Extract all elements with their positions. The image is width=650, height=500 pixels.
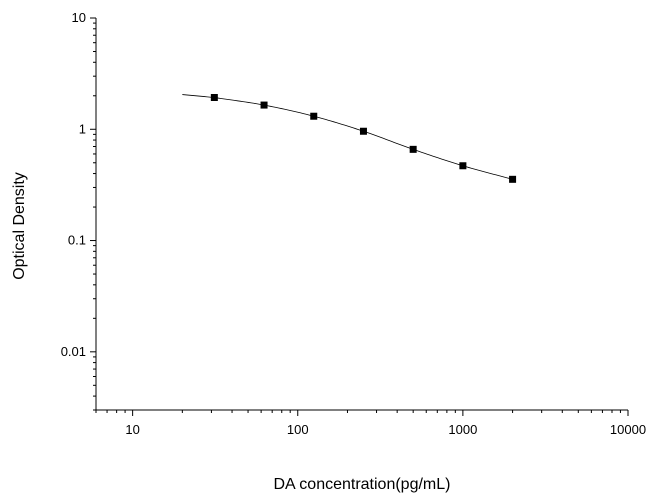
y-tick-label: 0.1 (68, 233, 86, 248)
x-tick-label: 10 (125, 422, 139, 437)
fit-curve (182, 94, 513, 180)
data-point (310, 112, 318, 120)
x-tick-label: 100 (287, 422, 309, 437)
data-point (260, 101, 268, 109)
data-point (409, 145, 417, 153)
axes (95, 18, 628, 411)
data-point (459, 162, 467, 170)
y-axis-title: Optical Density (11, 172, 28, 280)
x-axis-title: DA concentration(pg/mL) (274, 476, 451, 493)
x-tick-label: 1000 (448, 422, 477, 437)
x-tick-label: 10000 (610, 422, 646, 437)
y-tick-label: 0.01 (61, 344, 86, 359)
data-point (210, 93, 218, 101)
y-tick-label: 1 (79, 121, 86, 136)
y-axis-ticks: 0.01 0.1 1 10 (61, 10, 96, 411)
fit-curve-layer (182, 94, 513, 180)
data-points (210, 93, 517, 183)
data-point (359, 127, 367, 135)
data-point (509, 175, 517, 183)
y-tick-label: 10 (72, 10, 86, 25)
x-axis-ticks: 10 100 1000 10000 (95, 410, 646, 437)
